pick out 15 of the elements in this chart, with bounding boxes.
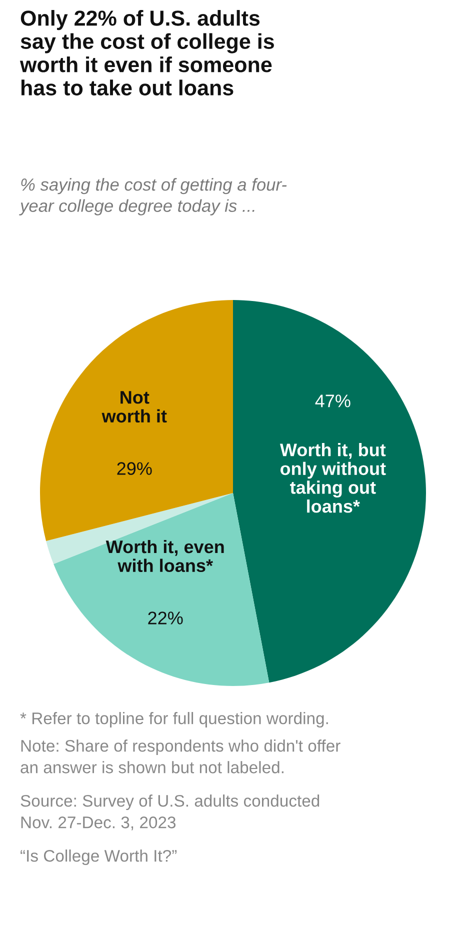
chart-subtitle: % saying the cost of getting a four- year college degree today is ... <box>19 178 287 216</box>
slice-label: Worth it, but only without taking out loans* <box>280 443 386 513</box>
data-label: 22% <box>148 612 183 624</box>
source-note: Source: Survey of U.S. adults conducted Nov. 27-Dec. 3, 2023 <box>20 794 320 830</box>
slice-label: Worth it, even with loans* <box>106 540 224 572</box>
text: Note: Share of respondents who didn't offer an answer is shown but not labeled. <box>20 740 340 774</box>
slice-label: Not worth it <box>102 391 167 423</box>
data-label: 29% <box>117 462 152 475</box>
pie-slice <box>40 300 233 541</box>
pie-slice <box>54 493 270 686</box>
text: “Is College Worth It?” <box>20 850 177 866</box>
chart-title: Only 22% of U.S. adults say the cost of college is worth it even if someone has to take out loans <box>20 10 274 96</box>
data-label: 47% <box>315 394 350 408</box>
pie-slice <box>233 300 426 683</box>
text: * Refer to topline for full question wording. <box>20 712 328 728</box>
